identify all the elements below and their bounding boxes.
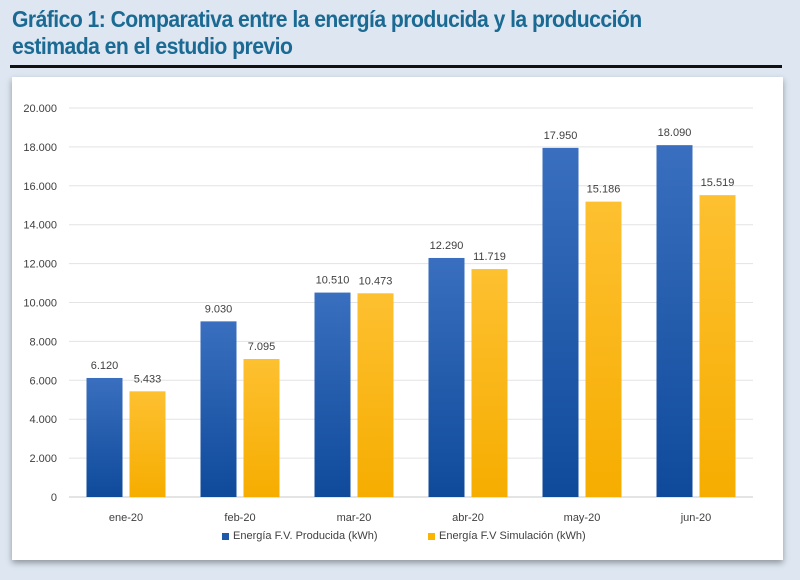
data-label: 18.090 bbox=[658, 127, 692, 139]
y-tick-label: 4.000 bbox=[29, 414, 57, 426]
chart-title: Gráfico 1: Comparativa entre la energía … bbox=[12, 6, 642, 59]
data-label: 5.433 bbox=[134, 373, 162, 385]
y-tick-label: 20.000 bbox=[23, 103, 57, 115]
y-tick-label: 12.000 bbox=[23, 259, 57, 271]
y-tick-label: 18.000 bbox=[23, 142, 57, 154]
bar-producida bbox=[542, 147, 579, 497]
y-tick-label: 6.000 bbox=[29, 375, 57, 387]
x-tick-label: jun-20 bbox=[680, 512, 712, 524]
data-label: 10.510 bbox=[316, 275, 350, 287]
legend-item-producida: Energía F.V. Producida (kWh) bbox=[222, 530, 378, 542]
bar-producida bbox=[200, 321, 237, 497]
bar-producida bbox=[86, 377, 123, 497]
data-label: 11.719 bbox=[473, 251, 506, 263]
bar-simulacion bbox=[129, 391, 166, 497]
data-label: 15.186 bbox=[587, 184, 621, 196]
y-tick-label: 8.000 bbox=[29, 336, 57, 348]
bar-simulacion bbox=[471, 269, 508, 497]
x-tick-label: may-20 bbox=[564, 512, 601, 524]
bar-producida bbox=[656, 145, 693, 497]
legend-label: Energía F.V Simulación (kWh) bbox=[439, 530, 586, 542]
bar-simulacion bbox=[357, 293, 394, 497]
y-tick-label: 16.000 bbox=[23, 181, 57, 193]
legend-item-simulacion: Energía F.V Simulación (kWh) bbox=[428, 530, 586, 542]
bar-producida bbox=[428, 257, 465, 497]
y-tick-label: 14.000 bbox=[23, 220, 57, 232]
x-tick-label: ene-20 bbox=[109, 512, 143, 524]
legend-swatch bbox=[428, 532, 435, 540]
bar-producida bbox=[314, 292, 351, 497]
data-label: 9.030 bbox=[205, 303, 233, 315]
x-tick-label: mar-20 bbox=[337, 512, 372, 524]
data-label: 7.095 bbox=[248, 341, 276, 353]
y-tick-label: 2.000 bbox=[29, 453, 57, 465]
bar-simulacion bbox=[585, 201, 622, 497]
bar-simulacion bbox=[243, 359, 280, 497]
y-tick-label: 10.000 bbox=[23, 298, 57, 310]
data-label: 17.950 bbox=[544, 130, 578, 142]
data-label: 6.120 bbox=[91, 360, 119, 372]
data-label: 10.473 bbox=[359, 275, 393, 287]
legend-swatch bbox=[222, 532, 229, 540]
x-tick-label: abr-20 bbox=[452, 512, 484, 524]
bar-simulacion bbox=[699, 195, 736, 497]
title-divider bbox=[10, 65, 782, 68]
x-tick-label: feb-20 bbox=[224, 512, 255, 524]
legend-label: Energía F.V. Producida (kWh) bbox=[233, 530, 378, 542]
y-tick-label: 0 bbox=[51, 492, 57, 504]
data-label: 12.290 bbox=[430, 240, 464, 252]
data-label: 15.519 bbox=[701, 177, 735, 189]
